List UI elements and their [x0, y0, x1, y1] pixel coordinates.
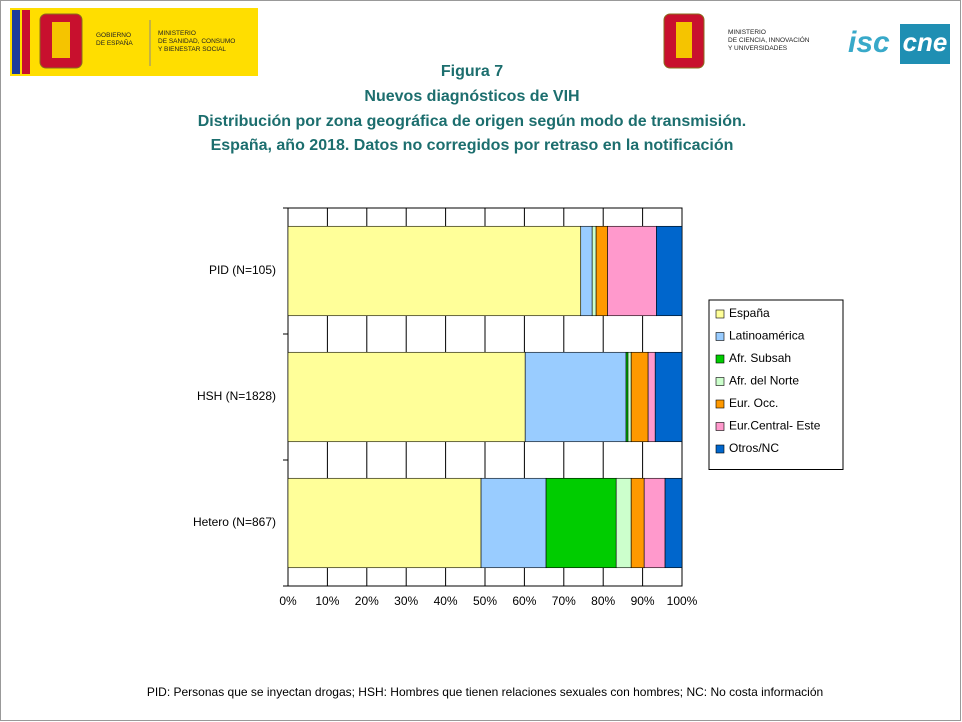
- bar-segment: [654, 351, 683, 443]
- logo-text: DE CIENCIA, INNOVACIÓN: [728, 35, 810, 44]
- bar-segment: [524, 351, 627, 443]
- x-tick-label: 90%: [631, 594, 655, 608]
- y-tick-label: PID (N=105): [209, 263, 276, 277]
- logo-text: MINISTERIO: [158, 30, 196, 37]
- bar-segment: [615, 477, 632, 569]
- chart-title: Distribución por zona geográfica de orig…: [198, 113, 747, 130]
- legend-label: Afr. Subsah: [729, 351, 791, 365]
- bar-segment: [287, 351, 526, 443]
- isciii-logo: isc: [848, 26, 890, 59]
- x-tick-label: 10%: [315, 594, 339, 608]
- x-tick-label: 60%: [512, 594, 536, 608]
- eu-stripe: [12, 10, 20, 74]
- logo-text: DE SANIDAD, CONSUMO: [158, 38, 235, 45]
- logo-text: DE ESPAÑA: [96, 38, 133, 47]
- chart-title: Figura 7: [441, 63, 503, 80]
- bar-segment: [580, 225, 593, 317]
- bar-segment: [480, 477, 547, 569]
- bar-segment: [664, 477, 683, 569]
- logo-text: MINISTERIO: [728, 29, 766, 36]
- x-tick-label: 70%: [552, 594, 576, 608]
- legend-swatch: [715, 444, 725, 454]
- legend-label: España: [729, 306, 770, 320]
- bar-segment: [287, 225, 582, 317]
- flag-stripe: [22, 10, 30, 74]
- legend-swatch: [715, 399, 725, 409]
- x-tick-label: 50%: [473, 594, 497, 608]
- x-tick-label: 20%: [355, 594, 379, 608]
- y-tick-label: HSH (N=1828): [197, 389, 276, 403]
- chart-title: Nuevos diagnósticos de VIH: [364, 88, 579, 105]
- bar-segment: [630, 351, 649, 443]
- legend-swatch: [715, 422, 725, 431]
- footnote: PID: Personas que se inyectan drogas; HS…: [147, 685, 823, 699]
- legend-swatch: [715, 309, 725, 319]
- cne-logo: cne: [903, 27, 948, 57]
- chart-title: España, año 2018. Datos no corregidos po…: [211, 137, 734, 154]
- logo-text: GOBIERNO: [96, 32, 131, 39]
- bar-segment: [647, 351, 656, 443]
- logo-text: Y BIENESTAR SOCIAL: [158, 46, 226, 53]
- legend-swatch: [715, 332, 725, 341]
- bar-segment: [630, 477, 645, 569]
- legend-swatch: [715, 377, 725, 386]
- x-tick-label: 0%: [279, 594, 297, 608]
- bar-segment: [607, 225, 657, 317]
- x-tick-label: 80%: [591, 594, 615, 608]
- bar-segment: [627, 351, 632, 443]
- legend-box: [708, 299, 844, 470]
- bar-segment: [591, 225, 597, 317]
- crest-inner: [676, 22, 692, 58]
- bar-segment: [643, 477, 666, 569]
- legend-label: Eur. Occ.: [729, 396, 778, 410]
- bar-segment: [595, 225, 608, 317]
- y-tick-label: Hetero (N=867): [193, 515, 276, 529]
- x-tick-label: 40%: [434, 594, 458, 608]
- legend-swatch: [715, 354, 725, 364]
- bar-segment: [656, 225, 683, 317]
- legend-label: Afr. del Norte: [729, 374, 799, 388]
- bar-segment: [287, 477, 482, 569]
- legend-label: Latinoamérica: [729, 329, 805, 343]
- legend-label: Otros/NC: [729, 441, 779, 455]
- crest-inner: [52, 22, 70, 58]
- x-tick-label: 100%: [667, 594, 698, 608]
- x-tick-label: 30%: [394, 594, 418, 608]
- cne-box: [900, 24, 950, 64]
- bar-segment: [545, 477, 617, 569]
- legend-label: Eur.Central- Este: [729, 419, 821, 433]
- logo-text: Y UNIVERSIDADES: [728, 45, 788, 52]
